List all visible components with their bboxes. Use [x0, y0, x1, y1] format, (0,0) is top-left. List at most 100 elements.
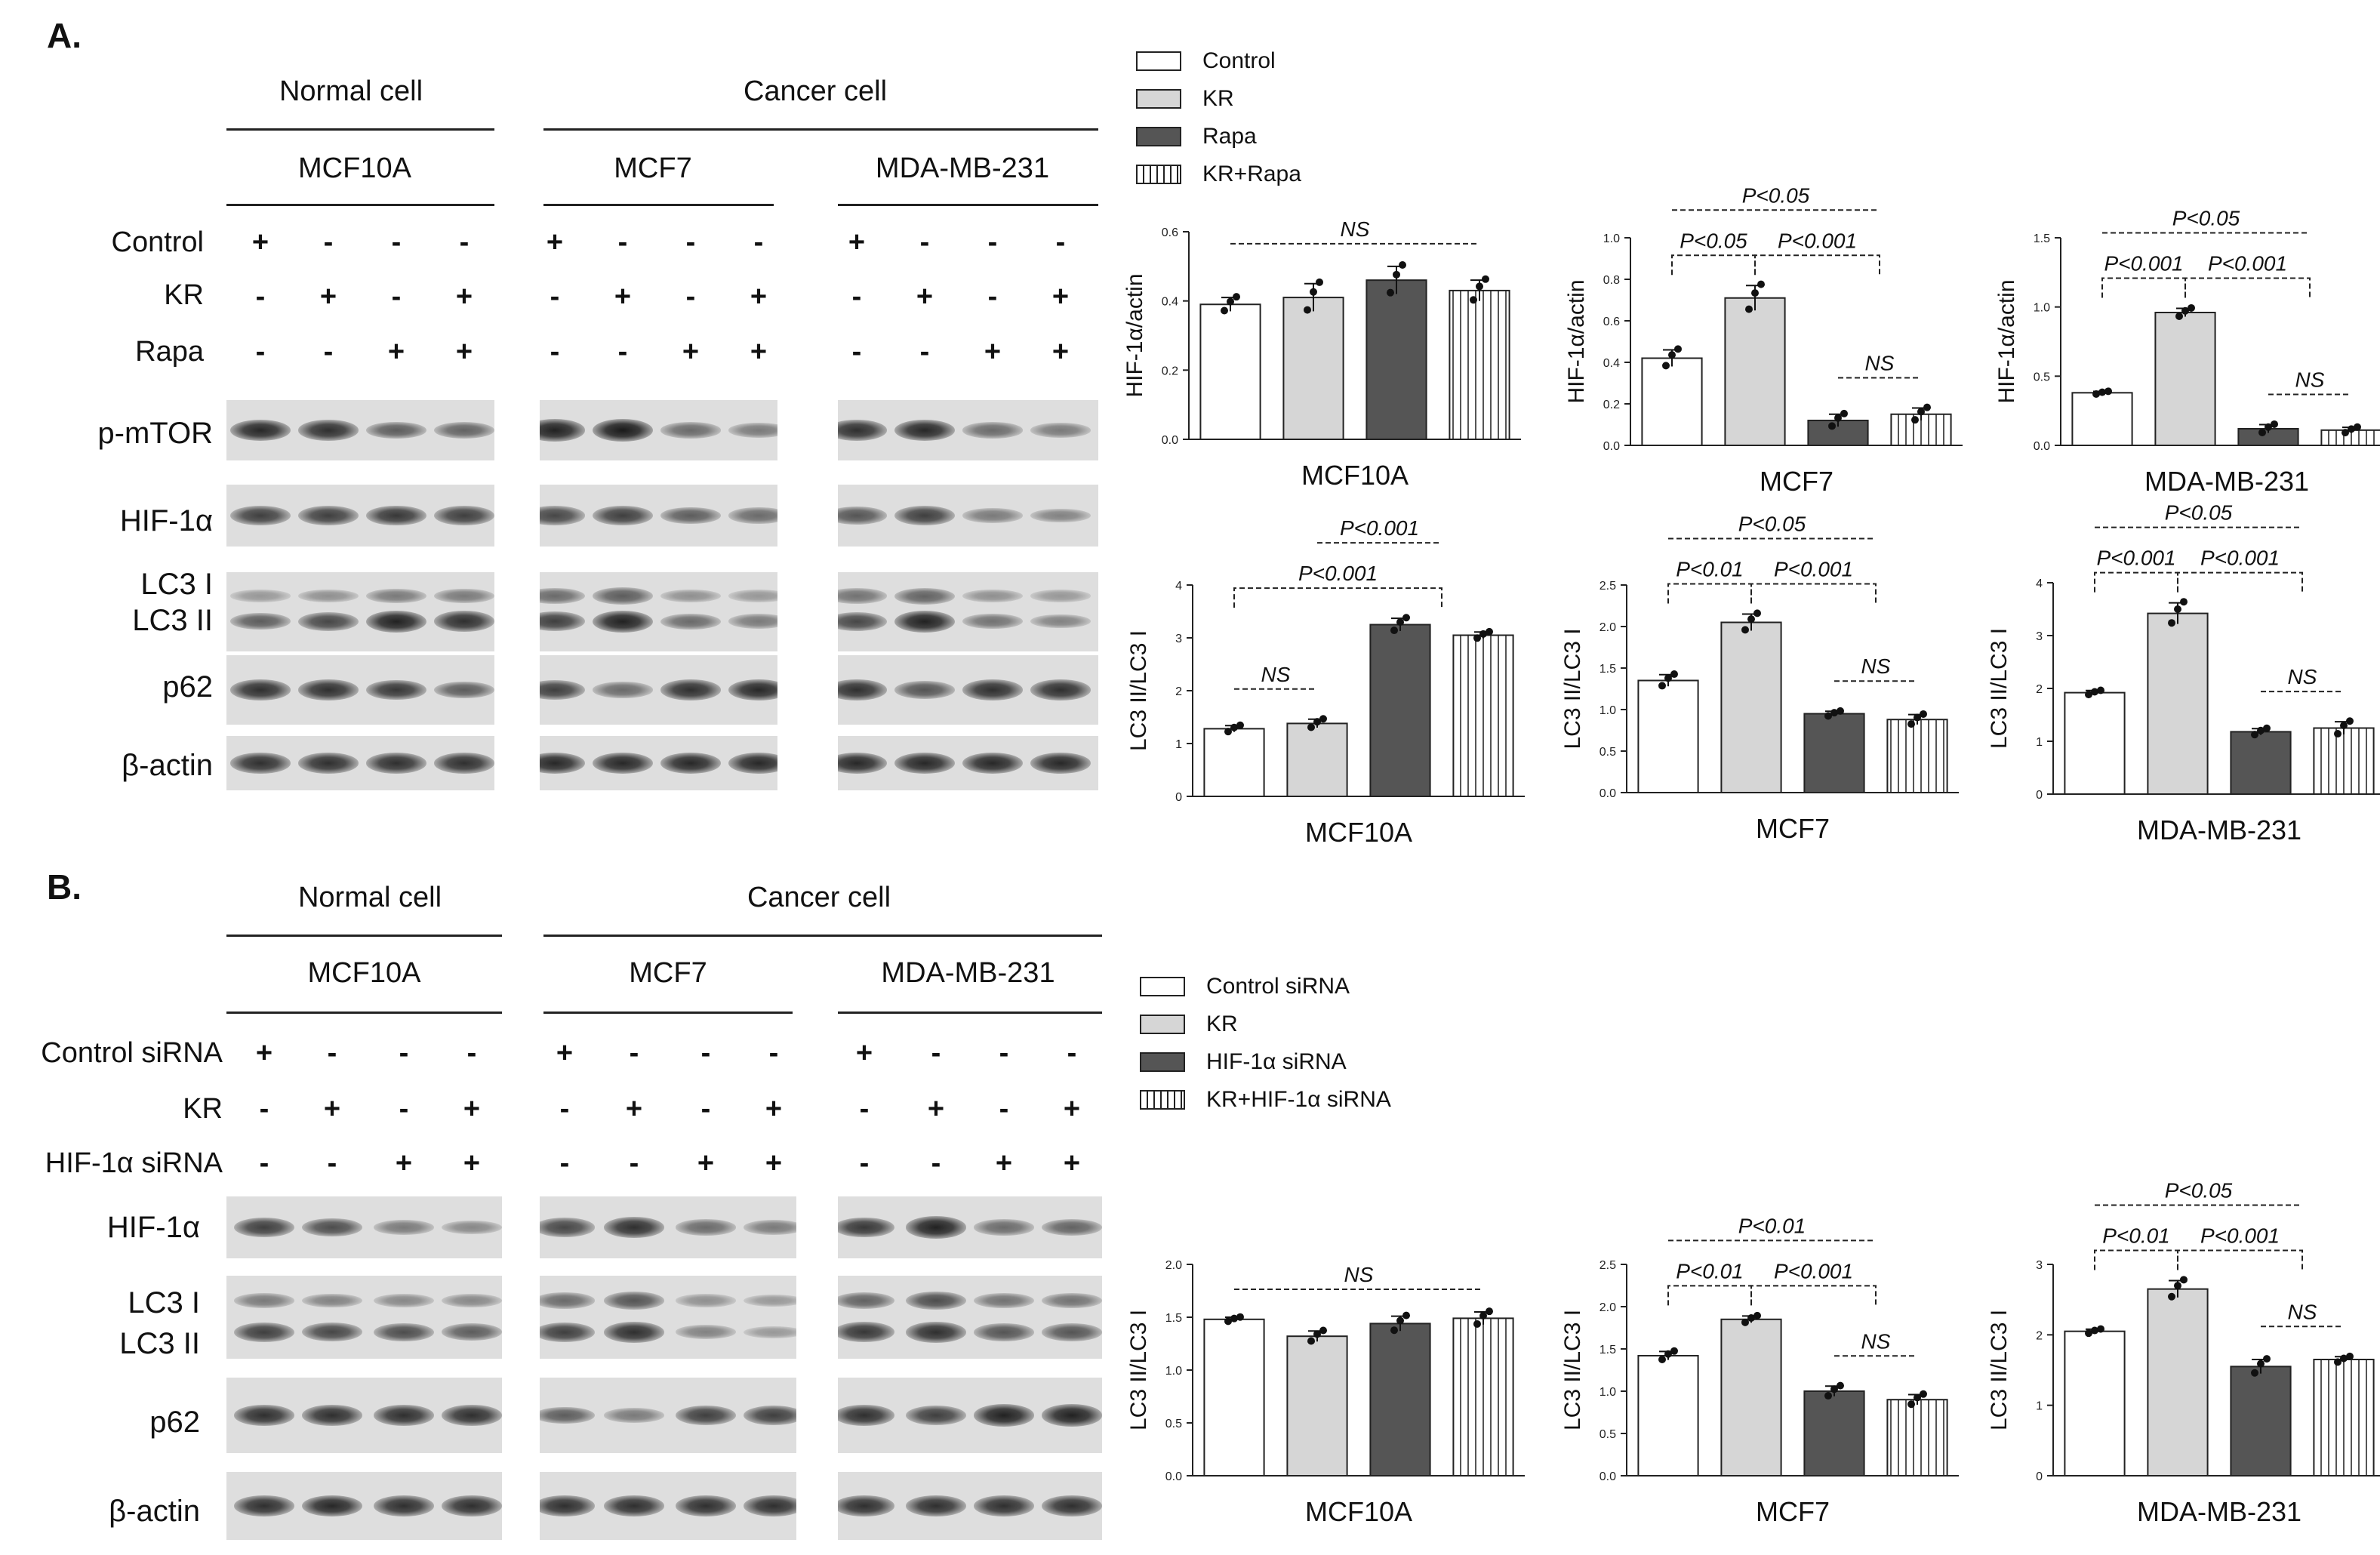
- blot-strip: [838, 1196, 1102, 1258]
- blot-band: [434, 681, 494, 699]
- legend-item-control-sirna-b: Control siRNA: [1140, 974, 1350, 999]
- significance-label: NS: [2288, 1300, 2317, 1323]
- significance-label: NS: [1865, 352, 1895, 375]
- significance-label: P<0.001: [2096, 547, 2175, 570]
- blot-band: [660, 507, 721, 525]
- blot-strip: [226, 572, 494, 651]
- data-point: [1402, 1311, 1410, 1319]
- treatment-sign: +: [916, 281, 934, 313]
- data-point: [2340, 1354, 2348, 1363]
- data-point: [1747, 1314, 1755, 1323]
- legend-swatch: [1136, 89, 1181, 109]
- y-tick-label: 1: [1175, 738, 1182, 751]
- data-point: [1227, 297, 1234, 306]
- blot-strip: [838, 1472, 1102, 1540]
- blot-strip: [226, 400, 494, 460]
- blot-band: [894, 506, 955, 525]
- data-point: [1917, 408, 1925, 416]
- blot-band: [1030, 679, 1091, 701]
- treatment-sign: +: [455, 336, 473, 368]
- data-point: [1402, 614, 1410, 622]
- legend-text: Rapa: [1202, 124, 1257, 149]
- significance-label: P<0.001: [2200, 1224, 2280, 1247]
- blot-band: [302, 1293, 362, 1308]
- significance-bracket: [1667, 1285, 1752, 1306]
- treatment-sign: +: [765, 1093, 783, 1125]
- data-point: [1753, 1311, 1761, 1319]
- significance-bracket: [1233, 587, 1442, 608]
- blot-band: [728, 614, 777, 629]
- blot-band: [1042, 1219, 1102, 1236]
- bar: [1369, 624, 1431, 797]
- significance-label: NS: [1861, 654, 1891, 678]
- blot-band: [230, 506, 291, 525]
- blot-band: [838, 1405, 894, 1426]
- treatment-sign: +: [995, 1147, 1013, 1179]
- treatment-sign: +: [697, 1147, 715, 1179]
- data-point: [1664, 674, 1672, 682]
- panel-b-label: B.: [47, 867, 82, 907]
- significance-bracket: [2177, 1249, 2303, 1270]
- panel-a-label: A.: [47, 16, 82, 55]
- data-point: [1236, 1313, 1244, 1321]
- blot-band: [366, 588, 426, 604]
- blot-band: [366, 753, 426, 774]
- significance-label: P<0.001: [1774, 558, 1853, 581]
- data-point: [2354, 423, 2361, 431]
- treatment-sign: -: [629, 1037, 639, 1069]
- data-point: [1396, 1316, 1404, 1325]
- data-point: [2271, 420, 2278, 428]
- y-tick-label: 1.0: [1599, 704, 1616, 717]
- y-axis-label: LC3 II/LC3 I: [1987, 628, 2012, 749]
- legend-text: Control siRNA: [1206, 974, 1350, 999]
- data-point: [1664, 1350, 1672, 1358]
- data-point: [1907, 1400, 1915, 1409]
- bar: [1286, 1335, 1348, 1476]
- significance-label: P<0.001: [2104, 252, 2183, 276]
- treatment-sign: -: [259, 1093, 269, 1125]
- treatment-sign: +: [625, 1093, 643, 1125]
- blot-band: [374, 1323, 434, 1341]
- y-tick-label: 0.0: [1165, 1470, 1182, 1483]
- y-tick-label: 0.8: [1603, 274, 1620, 287]
- blot-band: [230, 590, 291, 602]
- data-point: [2348, 425, 2355, 433]
- y-tick-label: 1.0: [1165, 1365, 1182, 1378]
- blot-strip: [540, 1472, 796, 1540]
- blot-band: [366, 679, 426, 701]
- blot-band: [298, 506, 359, 525]
- bar: [1886, 719, 1948, 794]
- blot-band: [744, 1326, 796, 1338]
- significance-label: P<0.001: [1298, 562, 1378, 585]
- blot-band: [434, 506, 494, 525]
- blot-band: [540, 1322, 595, 1342]
- data-point: [1387, 288, 1394, 297]
- bar: [1452, 1317, 1514, 1477]
- y-tick-label: 0.4: [1162, 296, 1178, 309]
- treatment-sign: -: [859, 1147, 870, 1179]
- blot-band: [374, 1495, 434, 1517]
- blot-band: [593, 587, 653, 605]
- blot-band: [744, 1220, 796, 1235]
- blot-band: [744, 1406, 796, 1425]
- data-point: [1745, 305, 1753, 313]
- blot-band: [434, 753, 494, 774]
- significance-bracket: [1671, 254, 1756, 276]
- blot-band: [962, 752, 1023, 774]
- bar: [2154, 312, 2216, 446]
- bar: [1641, 357, 1703, 446]
- blot-band: [540, 1406, 595, 1424]
- treatment-sign: -: [700, 1093, 711, 1125]
- treatment-label-kr-a: KR: [164, 279, 204, 311]
- treatment-sign: -: [931, 1037, 941, 1069]
- y-tick-label: 1.0: [2034, 302, 2050, 315]
- blot-strip: [540, 736, 777, 790]
- blot-strip: [540, 1196, 796, 1258]
- bar: [2313, 1359, 2375, 1476]
- treatment-sign: -: [327, 1037, 337, 1069]
- blot-band: [838, 679, 887, 701]
- y-tick-label: 0.5: [1165, 1418, 1182, 1430]
- treatment-sign: -: [550, 281, 560, 313]
- treatment-sign: +: [556, 1037, 574, 1069]
- blot-band: [974, 1404, 1034, 1427]
